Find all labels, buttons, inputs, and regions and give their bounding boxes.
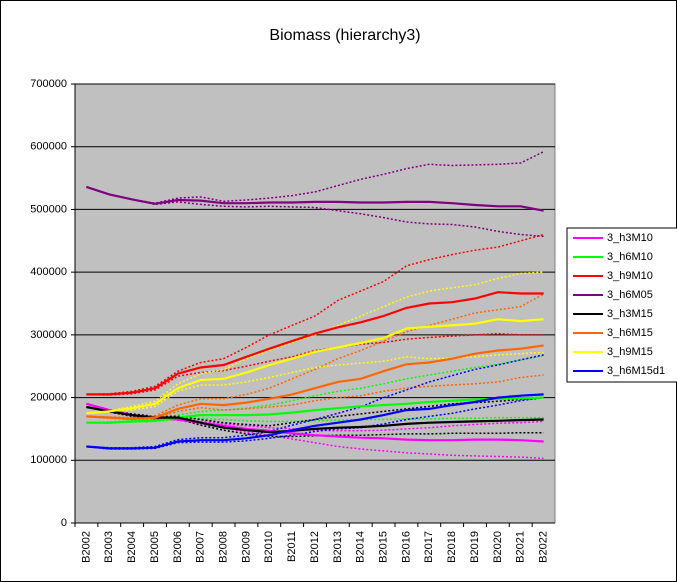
- x-tick-label: B2006: [172, 531, 184, 563]
- y-tick-label: 600000: [30, 141, 67, 153]
- x-tick-label: B2011: [286, 531, 298, 562]
- series-line: [86, 318, 544, 415]
- x-tick-label: B2004: [126, 531, 138, 563]
- chart-title: Biomass (hierarchy3): [269, 27, 420, 44]
- bound-line: [86, 351, 544, 415]
- x-tick-label: B2013: [332, 531, 344, 563]
- legend-label: 3_h3M10: [607, 232, 653, 244]
- y-tick-label: 0: [61, 517, 67, 529]
- x-tick-label: B2016: [400, 531, 412, 563]
- x-tick-label: B2015: [377, 531, 389, 563]
- bound-line: [86, 233, 544, 396]
- series-line: [86, 405, 544, 434]
- y-tick-label: 300000: [30, 329, 67, 341]
- x-tick-label: B2019: [469, 531, 481, 563]
- legend-label: 3_h3M15: [607, 308, 653, 320]
- series-line: [86, 291, 544, 396]
- y-tick-label: 200000: [30, 391, 67, 403]
- series-line: [86, 185, 544, 212]
- legend-label: 3_h9M10: [607, 270, 653, 282]
- x-tick-label: B2014: [355, 531, 367, 563]
- x-tick-label: B2017: [423, 531, 435, 563]
- bound-line: [86, 271, 544, 415]
- y-tick-label: 100000: [30, 454, 67, 466]
- plot-area: [74, 83, 556, 524]
- x-tick-label: B2007: [195, 531, 207, 563]
- legend-label: 3_h6M05: [607, 289, 653, 301]
- x-tick-label: B2008: [217, 531, 229, 563]
- x-tick-label: B2010: [263, 531, 275, 563]
- legend-label: 3_h6M15d1: [607, 365, 665, 377]
- legend-label: 3_h9M15: [607, 346, 653, 358]
- y-tick-label: 700000: [30, 78, 67, 90]
- x-tick-label: B2003: [103, 531, 115, 563]
- x-tick-label: B2021: [515, 531, 527, 563]
- bound-line: [86, 151, 544, 204]
- bound-line: [86, 354, 544, 449]
- x-tick-label: B2005: [149, 531, 161, 563]
- bound-line: [86, 293, 544, 419]
- legend-label: 3_h6M15: [607, 327, 653, 339]
- y-tick-label: 500000: [30, 203, 67, 215]
- x-tick-label: B2002: [80, 531, 92, 563]
- series-line: [86, 344, 544, 421]
- legend-label: 3_h6M10: [607, 251, 653, 263]
- x-tick-label: B2012: [309, 531, 321, 563]
- bound-line: [86, 186, 544, 238]
- series-line: [86, 393, 544, 450]
- x-tick-label: B2020: [492, 531, 504, 563]
- y-tick-label: 400000: [30, 266, 67, 278]
- bound-line: [86, 374, 544, 421]
- bound-line: [86, 332, 544, 396]
- x-tick-label: B2022: [537, 531, 549, 563]
- series-line: [86, 396, 544, 424]
- x-tick-label: B2018: [446, 531, 458, 563]
- x-tick-label: B2009: [240, 531, 252, 563]
- legend-box: [566, 227, 677, 383]
